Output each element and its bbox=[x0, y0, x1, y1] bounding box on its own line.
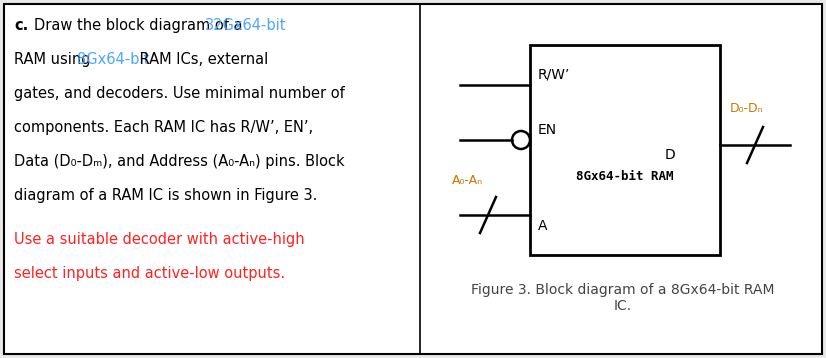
Text: select inputs and active-low outputs.: select inputs and active-low outputs. bbox=[14, 266, 285, 281]
Text: 32Gx64-bit: 32Gx64-bit bbox=[205, 18, 287, 33]
Text: RAM ICs, external: RAM ICs, external bbox=[135, 52, 268, 67]
Text: A₀-Aₙ: A₀-Aₙ bbox=[452, 174, 483, 187]
Text: 8Gx64-bit: 8Gx64-bit bbox=[77, 52, 150, 67]
Text: 8Gx64-bit RAM: 8Gx64-bit RAM bbox=[577, 170, 674, 183]
Text: Draw the block diagram of a: Draw the block diagram of a bbox=[34, 18, 247, 33]
Text: EN: EN bbox=[538, 123, 557, 137]
Text: RAM using: RAM using bbox=[14, 52, 95, 67]
Bar bbox=[530, 45, 720, 255]
Text: diagram of a RAM IC is shown in Figure 3.: diagram of a RAM IC is shown in Figure 3… bbox=[14, 188, 317, 203]
Text: R/W’: R/W’ bbox=[538, 68, 571, 82]
Text: Data (D₀-Dₘ), and Address (A₀-Aₙ) pins. Block: Data (D₀-Dₘ), and Address (A₀-Aₙ) pins. … bbox=[14, 154, 344, 169]
Text: c.: c. bbox=[14, 18, 28, 33]
Text: D₀-Dₙ: D₀-Dₙ bbox=[730, 102, 763, 115]
Text: A: A bbox=[538, 219, 548, 233]
Text: Use a suitable decoder with active-high: Use a suitable decoder with active-high bbox=[14, 232, 305, 247]
Text: Figure 3. Block diagram of a 8Gx64-bit RAM
IC.: Figure 3. Block diagram of a 8Gx64-bit R… bbox=[471, 283, 775, 313]
Text: components. Each RAM IC has R/W’, EN’,: components. Each RAM IC has R/W’, EN’, bbox=[14, 120, 313, 135]
Text: D: D bbox=[665, 148, 676, 162]
Text: gates, and decoders. Use minimal number of: gates, and decoders. Use minimal number … bbox=[14, 86, 344, 101]
